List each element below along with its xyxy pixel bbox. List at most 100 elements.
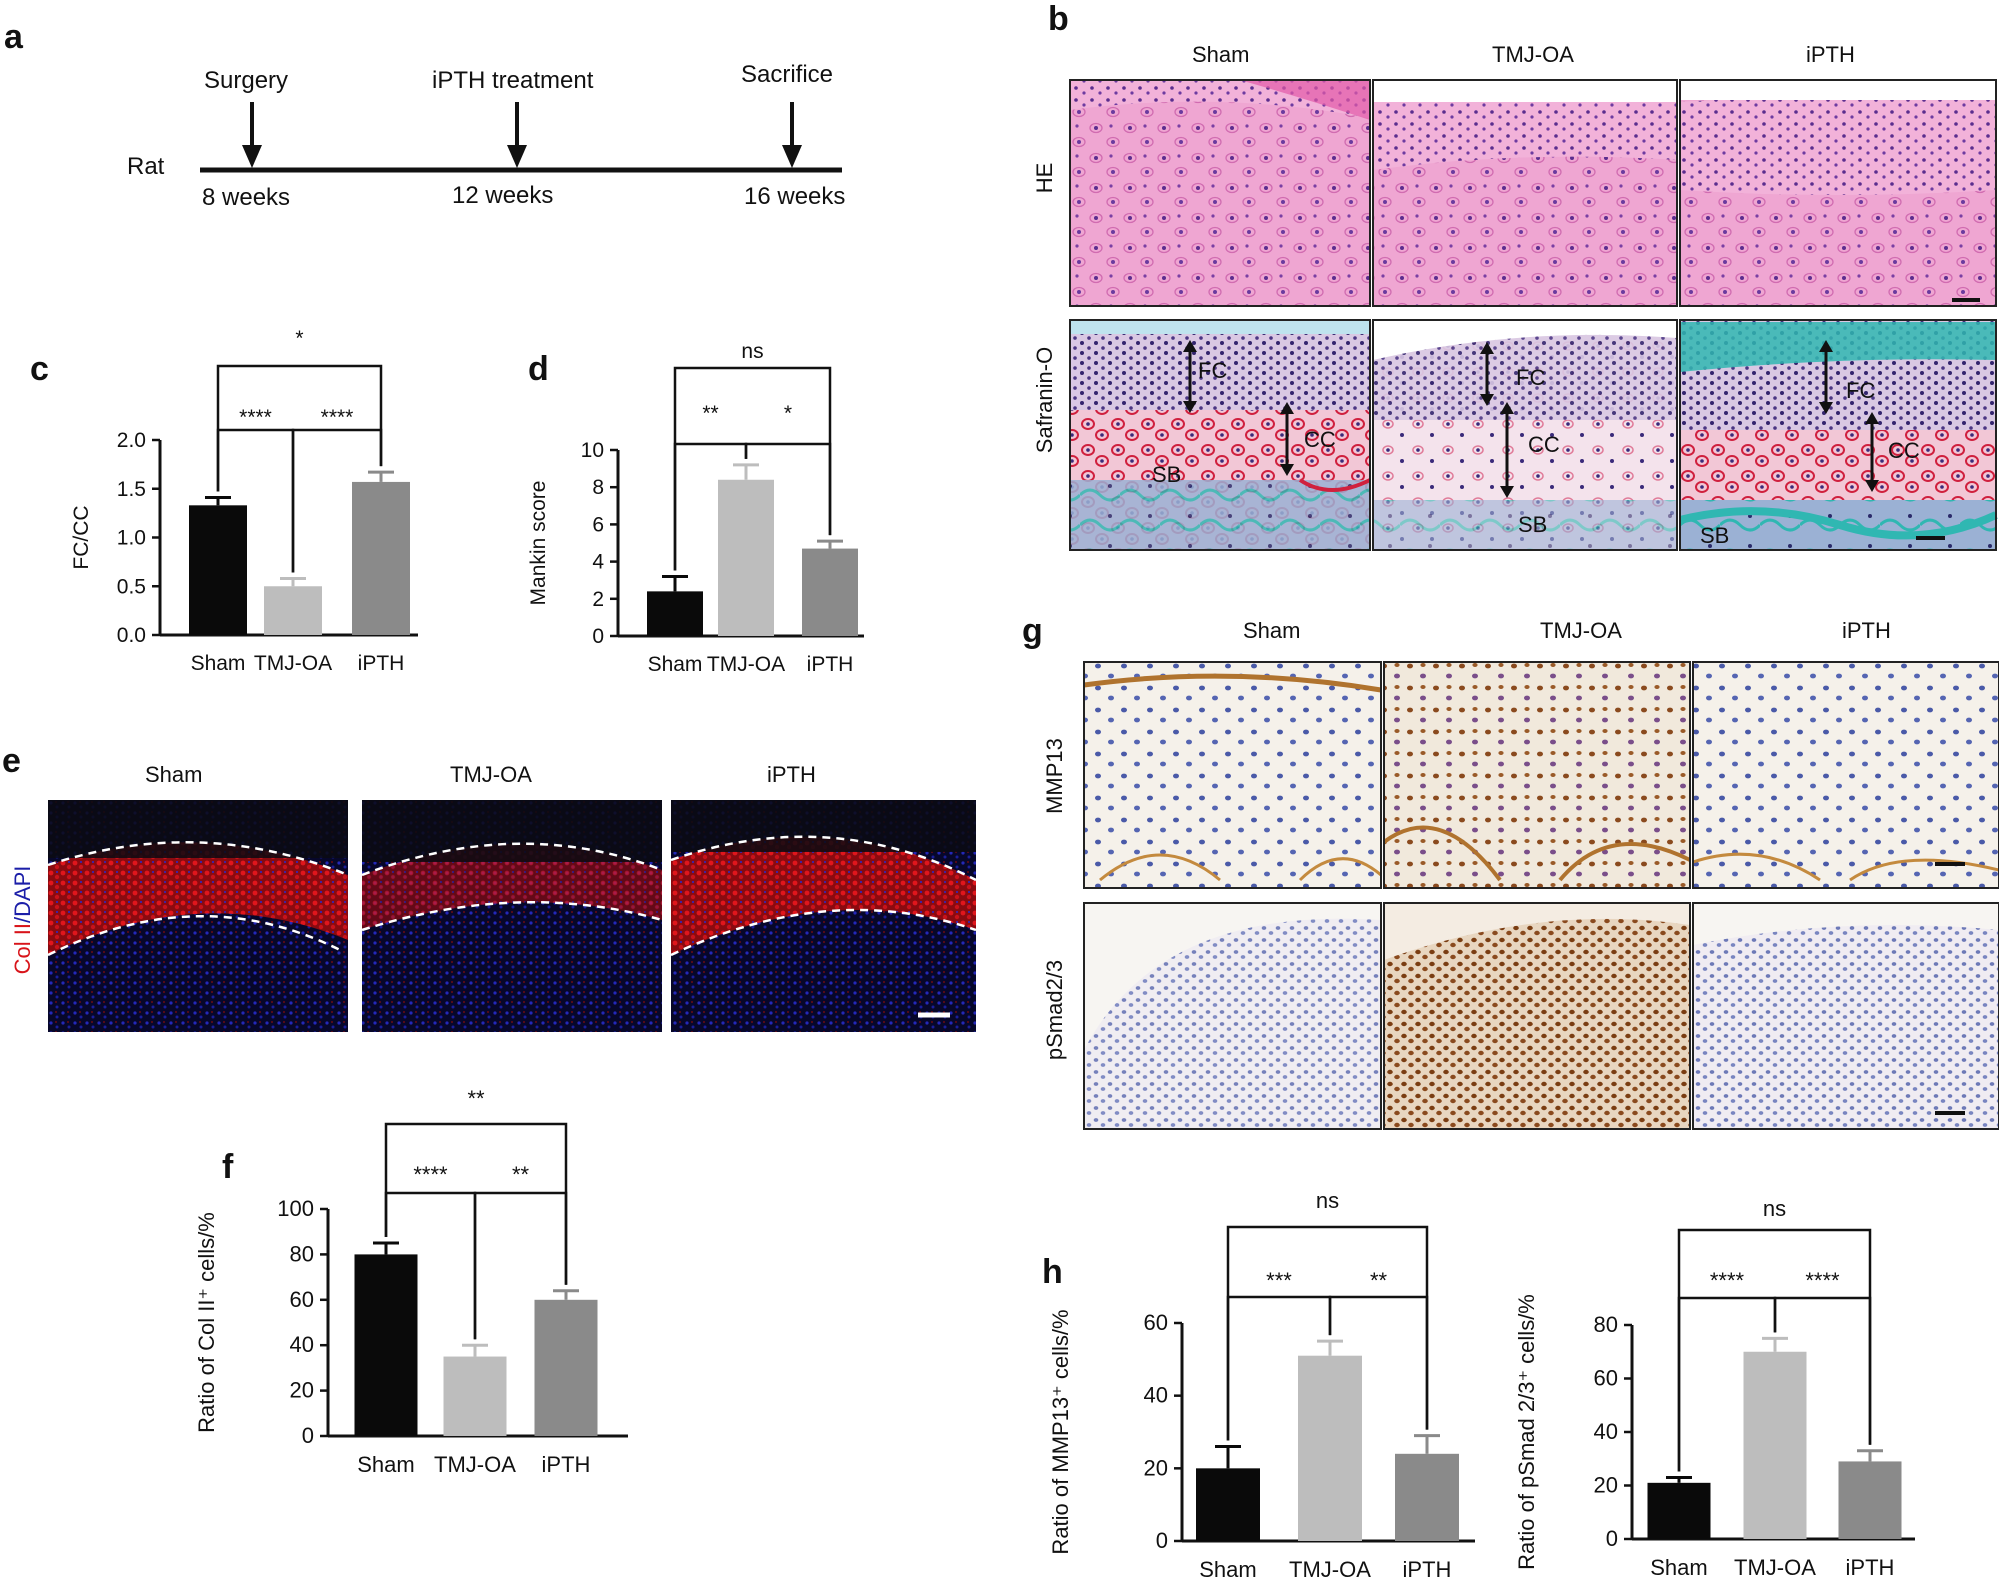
y-tick-label: 60: [1594, 1366, 1618, 1391]
significance-label: **: [702, 402, 718, 425]
bar-ipth: [534, 1299, 598, 1436]
event-label: Surgery: [204, 67, 288, 94]
bar-sham: [189, 505, 247, 635]
event-label: iPTH treatment: [432, 67, 594, 94]
significance-label: ****: [321, 406, 354, 429]
significance-bracket: [384, 1122, 568, 1285]
psmad-sham-image: [1083, 902, 1382, 1130]
chart-h2: 0 20 40 60 80 Ratio of pSmad 2/3⁺ cells/% Sham…: [1514, 1196, 1915, 1580]
y-tick-label: 0: [302, 1423, 314, 1448]
x-tick-label: Sham: [1650, 1555, 1707, 1580]
row-label-he: HE: [1032, 163, 1057, 194]
panel-b: b Sham TMJ-OA iPTH HE Safranin-O: [1032, 0, 1998, 551]
bar-tmj-oa: [264, 586, 322, 635]
significance-label: ****: [1710, 1268, 1745, 1293]
event-time: 8 weeks: [202, 184, 290, 211]
bar-sham: [647, 591, 703, 636]
row-label-mmp13: MMP13: [1042, 738, 1067, 814]
column-header-sham: Sham: [1243, 618, 1300, 643]
annotation-cc-ipth: CC: [1888, 438, 1920, 463]
y-tick-label: 2: [592, 588, 604, 611]
significance-label: ***: [1266, 1268, 1292, 1293]
ifc-ylabel-col2: Col II: [10, 923, 35, 974]
x-tick-label: iPTH: [542, 1452, 591, 1477]
mmp13-ipth-image: [1692, 661, 1999, 889]
significance-label: ****: [239, 406, 272, 429]
timeline-event-surgery: Surgery 8 weeks: [202, 67, 290, 211]
timeline-event-ipth: iPTH treatment 12 weeks: [432, 67, 594, 209]
significance-label: ****: [413, 1162, 448, 1187]
chart-h1: 0 20 40 60 Ratio of MMP13⁺ cells/% Sham TMJ-OA…: [1048, 1188, 1475, 1582]
column-header-ipth: iPTH: [1806, 42, 1855, 67]
bar-ipth: [802, 548, 858, 636]
x-tick-label: Sham: [1199, 1557, 1256, 1582]
x-tick-label: Sham: [357, 1452, 414, 1477]
he-tmj-oa-image: [1372, 79, 1678, 307]
significance-bracket: [1226, 1225, 1429, 1441]
y-axis-label: Mankin score: [527, 481, 550, 606]
annotation-fc-tmj-oa: FC: [1516, 365, 1545, 390]
ifc-tmj-oa-image: [361, 800, 663, 1032]
significance-label: **: [512, 1162, 530, 1187]
x-tick-label: Sham: [191, 652, 246, 675]
bar-sham: [1647, 1482, 1711, 1539]
x-tick-label: TMJ-OA: [434, 1452, 516, 1477]
y-tick-label: 80: [290, 1241, 314, 1266]
panel-label-e: e: [2, 742, 21, 780]
event-label: Sacrifice: [741, 61, 833, 88]
bar-tmj-oa: [718, 479, 774, 636]
arrow-head-icon: [507, 145, 527, 168]
y-tick-label: 20: [290, 1378, 314, 1403]
significance-label: **: [467, 1086, 485, 1111]
x-tick-label: TMJ-OA: [1289, 1557, 1371, 1582]
event-time: 12 weeks: [452, 182, 553, 209]
y-tick-label: 1.5: [117, 478, 146, 501]
y-axis-label: Ratio of pSmad 2/3⁺ cells/%: [1514, 1294, 1539, 1570]
y-tick-label: 40: [290, 1332, 314, 1357]
timeline-subject: Rat: [127, 153, 165, 180]
significance-bracket: [1677, 1228, 1872, 1472]
panel-a: a Rat Surgery 8 weeks iPTH treatment 12 …: [4, 18, 845, 211]
bar-tmj-oa: [443, 1356, 507, 1436]
significance-label: ns: [741, 340, 763, 363]
arrow-head-icon: [782, 145, 802, 168]
annotation-cc-sham: CC: [1304, 427, 1336, 452]
y-tick-label: 8: [592, 476, 604, 499]
he-sham-image: [1069, 79, 1371, 307]
y-tick-label: 40: [1144, 1383, 1168, 1408]
y-tick-label: 6: [592, 513, 604, 536]
column-header-ipth: iPTH: [1842, 618, 1891, 643]
panel-label-f: f: [222, 1148, 234, 1186]
column-header-tmj-oa: TMJ-OA: [450, 762, 532, 787]
panel-e: e Sham TMJ-OA iPTH Col II/DAPI: [2, 742, 977, 1032]
y-tick-label: 0: [1156, 1528, 1168, 1553]
y-tick-label: 20: [1594, 1473, 1618, 1498]
significance-label: **: [1370, 1268, 1388, 1293]
layer-arrows: [1183, 340, 1879, 498]
bar-ipth: [1838, 1461, 1902, 1539]
annotation-sb-sham: SB: [1152, 462, 1181, 487]
significance-bracket: [216, 364, 383, 492]
y-tick-label: 80: [1594, 1312, 1618, 1337]
safranin-ipth-image: [1679, 319, 1998, 551]
significance-label: *: [295, 327, 303, 350]
event-time: 16 weeks: [744, 183, 845, 210]
y-tick-label: 1.0: [117, 527, 146, 550]
column-header-sham: Sham: [1192, 42, 1249, 67]
ifc-ylabel: Col II/DAPI: [10, 866, 35, 975]
column-header-sham: Sham: [145, 762, 202, 787]
ifc-ylabel-dapi: /DAPI: [10, 866, 35, 923]
panel-label-c: c: [30, 350, 49, 388]
panel-label-d: d: [528, 350, 549, 388]
significance-label: ****: [1805, 1268, 1840, 1293]
significance-label: ns: [1763, 1196, 1786, 1221]
y-tick-label: 100: [277, 1196, 314, 1221]
x-tick-label: iPTH: [1846, 1555, 1895, 1580]
bar-tmj-oa: [1298, 1355, 1362, 1541]
y-tick-label: 0: [592, 625, 604, 648]
y-tick-label: 60: [290, 1287, 314, 1312]
y-tick-label: 60: [1144, 1310, 1168, 1335]
y-tick-label: 40: [1594, 1419, 1618, 1444]
annotation-sb-tmj-oa: SB: [1518, 512, 1547, 537]
